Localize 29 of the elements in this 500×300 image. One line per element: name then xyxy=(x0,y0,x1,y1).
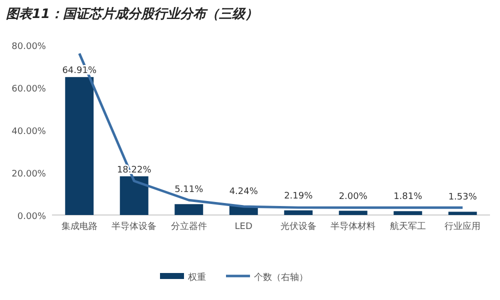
bar xyxy=(65,77,94,215)
data-label: 5.11% xyxy=(174,185,204,196)
x-tick-label: 分立器件 xyxy=(170,221,207,232)
data-label: 1.81% xyxy=(394,192,423,202)
data-label: 2.19% xyxy=(284,191,314,202)
x-tick-label: 半导体材料 xyxy=(330,221,376,232)
y-tick-label: 80.00% xyxy=(12,42,46,52)
bar xyxy=(394,211,422,215)
data-label: 4.24% xyxy=(229,186,258,197)
y-tick-label: 60.00% xyxy=(12,84,46,94)
y-tick-label: 0.00% xyxy=(17,212,46,222)
bar xyxy=(120,176,148,215)
x-tick-label: 半导体设备 xyxy=(112,221,157,232)
bar xyxy=(284,210,313,215)
bar xyxy=(174,204,204,215)
legend-label: 权重 xyxy=(187,272,206,283)
data-label: 1.53% xyxy=(448,192,478,203)
data-label: 2.00% xyxy=(338,192,368,202)
legend-label: 个数（右轴） xyxy=(254,272,308,283)
y-tick-label: 40.00% xyxy=(12,127,46,137)
x-tick-label: 行业应用 xyxy=(444,221,481,232)
x-tick-label: 集成电路 xyxy=(61,221,98,232)
bar xyxy=(448,212,477,215)
chart-title: 图表11：国证芯片成分股行业分布（三级） xyxy=(6,7,258,22)
y-tick-label: 20.00% xyxy=(12,170,46,180)
x-tick-label: 航天军工 xyxy=(390,221,426,232)
bar xyxy=(338,210,368,215)
x-tick-label: 光伏设备 xyxy=(280,221,316,232)
x-tick-label: LED xyxy=(234,222,253,232)
